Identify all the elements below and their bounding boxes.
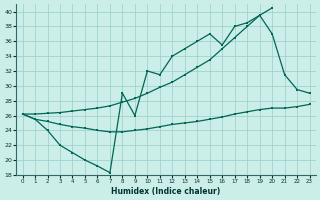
X-axis label: Humidex (Indice chaleur): Humidex (Indice chaleur) xyxy=(111,187,221,196)
